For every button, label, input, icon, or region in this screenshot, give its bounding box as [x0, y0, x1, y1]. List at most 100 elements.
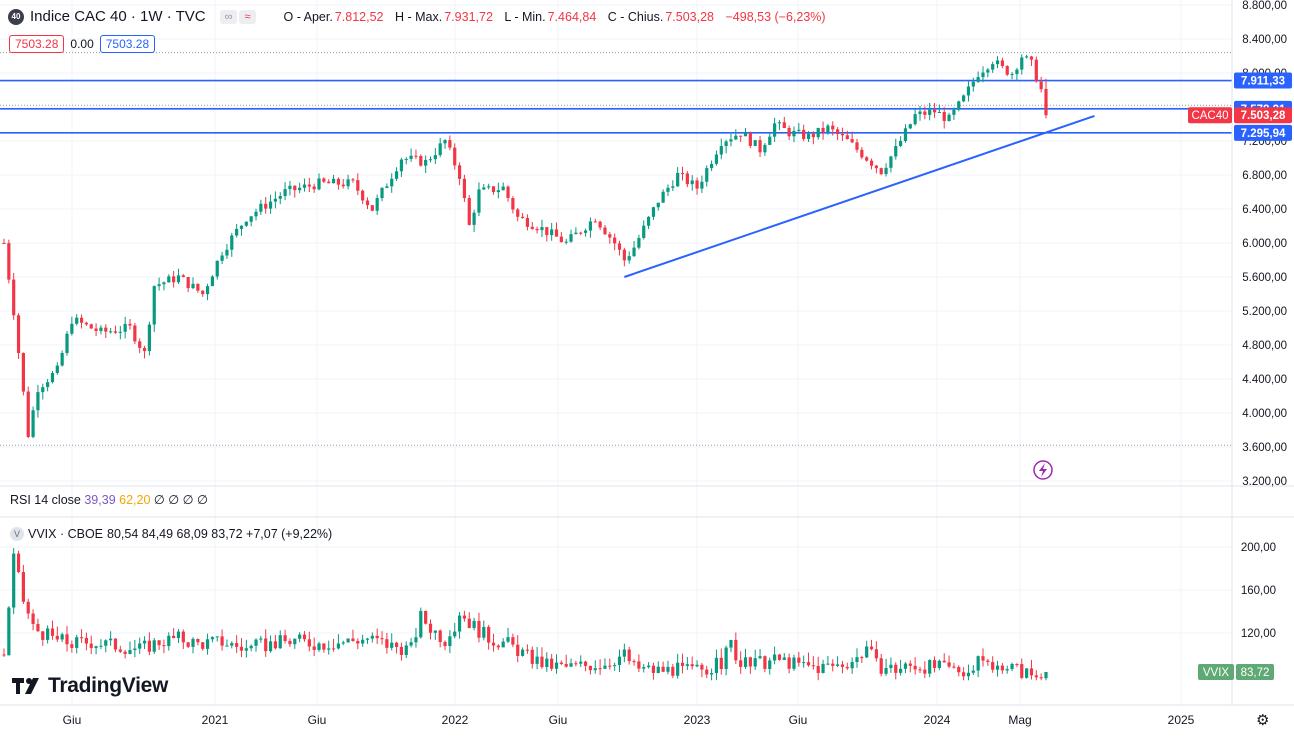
- trendline[interactable]: [624, 114, 1095, 278]
- vvix-candle: [89, 643, 93, 649]
- price-axis[interactable]: 3.200,00 3.600,00 4.000,00 4.400,00 4.800,00…: [1241, 0, 1287, 640]
- vvix-candle: [995, 665, 1000, 670]
- cac40-candle: [99, 327, 103, 332]
- vvix-candle: [457, 615, 462, 632]
- cac40-candle: [535, 228, 539, 231]
- cac40-candles[interactable]: [2, 54, 1048, 439]
- cac40-candle: [661, 191, 665, 203]
- cac40-candle: [157, 284, 161, 287]
- vvix-candle: [477, 620, 481, 638]
- vvix-candle: [438, 630, 442, 643]
- cac40-candle: [593, 221, 597, 223]
- y-tick-label: 6.400,00: [1242, 204, 1287, 216]
- cac40-candle: [579, 232, 583, 234]
- cac40-candle: [763, 144, 767, 153]
- vvix-candle: [879, 658, 883, 674]
- cac40-candle: [254, 211, 258, 217]
- y-tick-label: 8.400,00: [1242, 34, 1287, 46]
- vvix-candle: [351, 638, 355, 642]
- vvix-candle: [923, 669, 927, 674]
- x-tick-label: Mag: [1008, 713, 1031, 727]
- cac40-candle: [41, 387, 45, 393]
- vvix-candle: [821, 663, 825, 673]
- cac40-candle: [714, 154, 719, 164]
- ask-button[interactable]: 7503.28: [99, 35, 156, 53]
- vvix-candle: [356, 641, 360, 644]
- vvix-candle: [501, 641, 505, 648]
- vvix-candle: [394, 642, 399, 647]
- cac40-candle: [472, 212, 476, 225]
- vvix-candle: [472, 620, 476, 628]
- x-tick-label: Giu: [308, 713, 327, 727]
- vvix-candle: [390, 642, 394, 648]
- cac40-candle: [719, 146, 723, 155]
- rsi-legend[interactable]: RSI 14 close 39,39 62,20 ∅ ∅ ∅ ∅: [10, 492, 208, 507]
- cac40-candle: [331, 178, 336, 184]
- vvix-candle: [651, 665, 656, 673]
- vvix-candle: [1005, 669, 1009, 671]
- cac40-candle: [564, 241, 568, 243]
- vvix-candle: [613, 665, 617, 667]
- cac40-candle: [1010, 74, 1014, 76]
- vvix-candle: [685, 664, 689, 666]
- open-label: O - Aper.: [283, 9, 333, 24]
- cac40-candle: [676, 172, 680, 187]
- vvix-candle: [36, 624, 40, 632]
- vvix-candle: [627, 649, 631, 662]
- infinity-icon[interactable]: ∞: [219, 9, 238, 24]
- vvix-values: 80,54 84,49 68,09 83,72 +7,07 (+9,22%): [107, 527, 333, 541]
- vvix-candle: [1000, 665, 1004, 671]
- approx-icon[interactable]: ≈: [239, 9, 256, 24]
- cac40-candle: [850, 139, 854, 143]
- cac40-candle: [201, 290, 205, 295]
- tradingview-logo[interactable]: TradingView: [12, 674, 168, 698]
- vvix-candle: [966, 672, 971, 677]
- vvix-candle: [230, 643, 234, 646]
- settings-gear-icon[interactable]: ⚙: [1256, 712, 1270, 729]
- vvix-candle: [307, 639, 311, 647]
- vvix-candle: [60, 634, 64, 640]
- y-tick-label: 6.800,00: [1242, 170, 1287, 182]
- vvix-candles[interactable]: [2, 548, 1048, 681]
- x-tick-label: 2024: [924, 713, 951, 727]
- cac40-candle: [46, 382, 50, 388]
- cac40-candle: [317, 178, 321, 190]
- vvix-candle: [535, 656, 539, 664]
- vvix-candle: [569, 663, 573, 667]
- ohlc-readout: O - Aper. 7.812,52 H - Max. 7.931,72 L - M…: [284, 10, 834, 24]
- cac40-candle: [797, 129, 801, 131]
- time-axis[interactable]: Giu 2021 Giu 2022 Giu 2023 Giu 2024 Mag 2025: [63, 713, 1195, 727]
- cac40-candle: [186, 277, 190, 289]
- cac40-candle: [278, 196, 282, 199]
- cac40-candle: [1034, 59, 1038, 82]
- vvix-candle: [312, 646, 316, 650]
- bolt-icon[interactable]: [1033, 460, 1053, 480]
- vvix-candle: [661, 666, 665, 672]
- vvix-candle: [593, 668, 597, 671]
- cac40-candle: [545, 227, 549, 236]
- cac40-candle: [729, 139, 733, 142]
- cac40-candle: [627, 256, 631, 261]
- vvix-candle: [690, 664, 694, 667]
- cac40-candle: [671, 186, 675, 188]
- cac40-candle: [685, 173, 689, 185]
- visibility-toggles[interactable]: ∞ ≈: [219, 9, 256, 24]
- cac40-candle: [123, 323, 127, 332]
- vvix-candle: [797, 657, 801, 663]
- vvix-candle: [16, 553, 21, 573]
- vvix-candle: [419, 610, 423, 638]
- symbol-title[interactable]: Indice CAC 40 · 1W · TVC: [30, 8, 206, 25]
- support-trendline: [624, 114, 1095, 278]
- spread-value: 0.00: [70, 37, 94, 51]
- levels: [0, 52, 1232, 446]
- vvix-candle: [491, 642, 496, 646]
- bid-button[interactable]: 7503.28: [9, 35, 65, 53]
- symbol-badge: 40: [8, 8, 24, 25]
- cac40-candle: [409, 155, 413, 159]
- cac40-candle: [986, 69, 990, 73]
- vvix-candle: [942, 660, 946, 663]
- vvix-legend[interactable]: V VVIX · CBOE 80,54 84,49 68,09 83,72 +7…: [10, 527, 332, 541]
- cac40-candle: [443, 140, 447, 144]
- vvix-candle: [540, 656, 544, 668]
